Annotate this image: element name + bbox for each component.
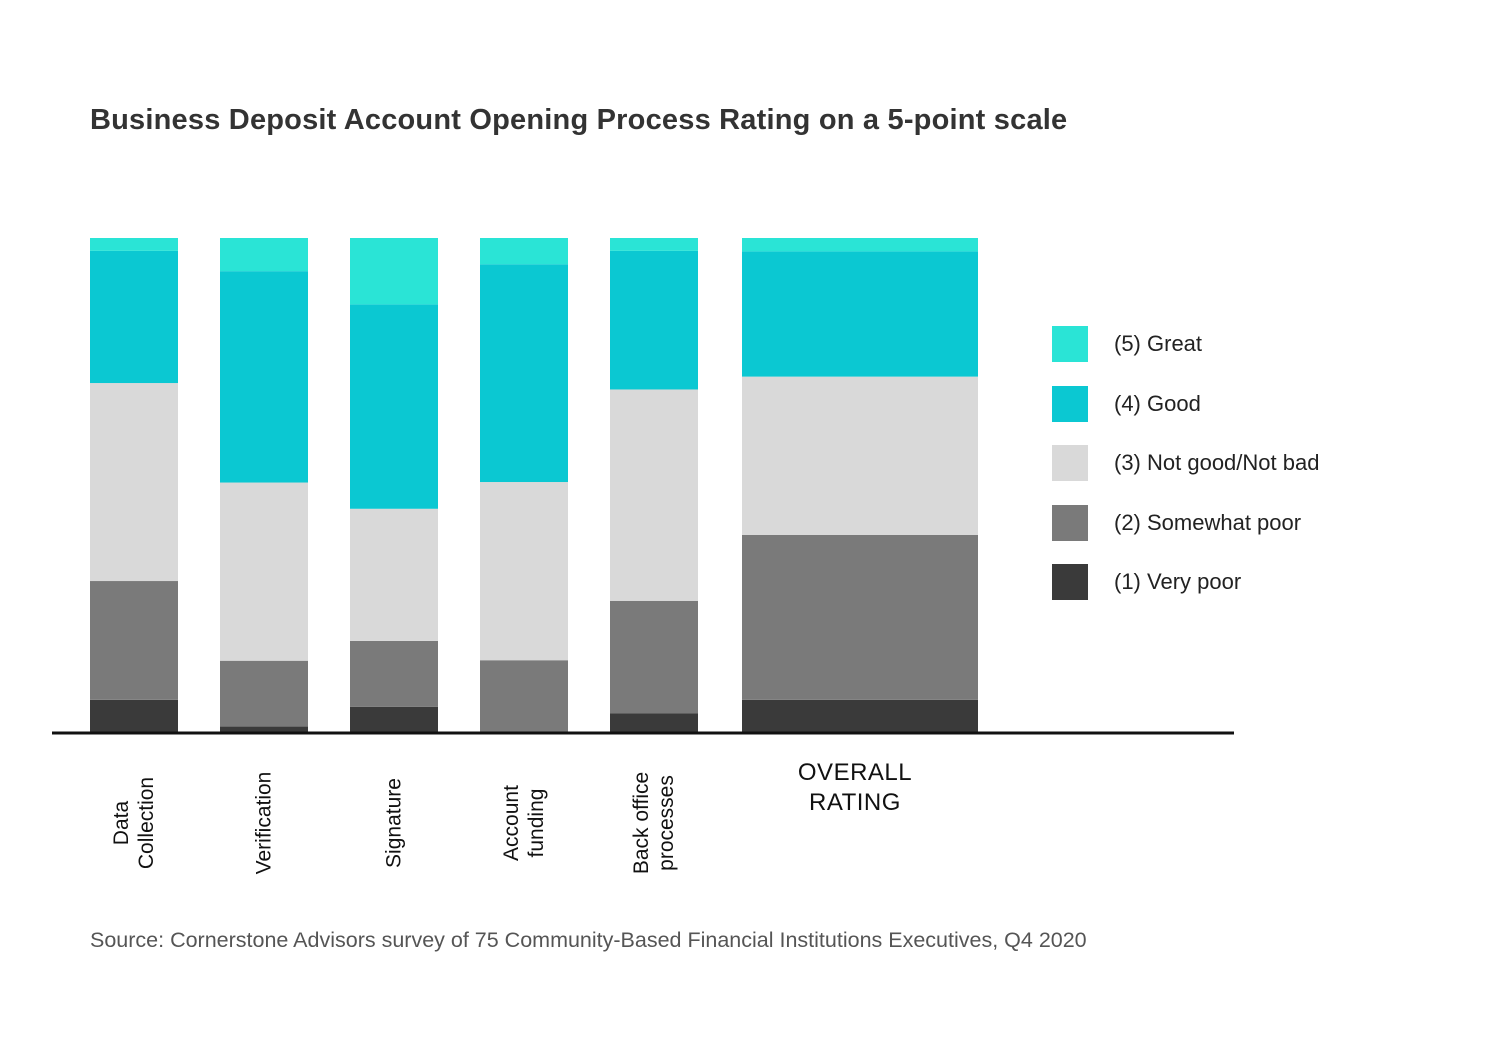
bar-segment-1-0 <box>220 726 308 733</box>
bar-segment-4-0 <box>610 713 698 733</box>
legend-item: (1) Very poor <box>1052 564 1452 600</box>
legend-swatch <box>1052 326 1088 362</box>
legend-item: (2) Somewhat poor <box>1052 504 1452 541</box>
x-tick-label-line: Verification <box>252 771 276 875</box>
bar-segment-1-4 <box>220 238 308 272</box>
x-tick-label-line: Collection <box>135 776 158 870</box>
legend-label: (5) Great <box>1114 331 1203 356</box>
bar-segment-2-1 <box>350 640 438 707</box>
x-tick-label-line: Back office <box>630 771 653 875</box>
x-tick-label-5: OVERALL RATING <box>798 758 912 818</box>
legend-swatch <box>1052 445 1088 481</box>
bar-segment-5-4 <box>742 238 978 252</box>
bar-segment-0-3 <box>90 250 178 384</box>
x-tick-label-0: Data Collection <box>109 777 159 869</box>
bar-segment-2-2 <box>350 508 438 641</box>
chart-title: Business Deposit Account Opening Process… <box>90 104 1068 136</box>
x-tick-label-line: funding <box>525 788 548 858</box>
bar-segment-5-1 <box>742 535 978 700</box>
bars-group <box>90 238 978 733</box>
bar-segment-0-2 <box>90 383 178 582</box>
bar-segment-4-1 <box>610 600 698 714</box>
bar-segment-1-3 <box>220 271 308 483</box>
legend-label: (2) Somewhat poor <box>1114 509 1302 535</box>
bar-segment-0-4 <box>90 238 178 251</box>
bar-segment-5-0 <box>742 699 978 733</box>
x-tick-label-line: Account <box>500 785 523 861</box>
x-tick-label-2: Signature <box>382 778 407 868</box>
bar-segment-2-4 <box>350 238 438 305</box>
x-tick-label-1: Verification <box>252 772 277 875</box>
bar-segment-1-1 <box>220 660 308 727</box>
bar-segment-3-4 <box>480 238 568 265</box>
bar-segment-4-4 <box>610 238 698 251</box>
x-tick-label-line: processes <box>655 775 678 871</box>
x-tick-label-4: Back office processes <box>629 772 679 874</box>
legend-item: (5) Great <box>1052 326 1452 362</box>
bar-segment-3-3 <box>480 264 568 483</box>
legend-label: (3) Not good/Not bad <box>1114 450 1320 475</box>
bar-segment-4-2 <box>610 389 698 601</box>
bar-segment-1-2 <box>220 482 308 661</box>
bar-segment-5-2 <box>742 376 978 535</box>
legend-swatch <box>1052 385 1088 422</box>
legend-swatch <box>1052 564 1088 600</box>
bar-segment-4-3 <box>610 250 698 390</box>
bar-segment-0-1 <box>90 581 178 700</box>
legend-label: (4) Good <box>1114 390 1201 416</box>
bar-segment-2-0 <box>350 706 438 733</box>
x-tick-label-line: Data <box>110 800 133 846</box>
legend-item: (3) Not good/Not bad <box>1052 445 1452 481</box>
x-tick-label-line: OVERALL <box>797 759 913 786</box>
legend-swatch <box>1052 504 1088 541</box>
bar-segment-3-2 <box>480 482 568 661</box>
chart-source-note: Source: Cornerstone Advisors survey of 7… <box>90 928 1087 952</box>
bar-segment-2-3 <box>350 304 438 509</box>
bar-segment-3-1 <box>480 660 568 733</box>
x-tick-label-line: Signature <box>382 778 406 868</box>
legend-item: (4) Good <box>1052 385 1452 422</box>
legend-label: (1) Very poor <box>1114 569 1242 594</box>
bar-segment-0-0 <box>90 699 178 733</box>
x-tick-label-3: Account funding <box>499 785 549 861</box>
x-tick-label-line: RATING <box>809 789 901 816</box>
bar-segment-5-3 <box>742 251 978 377</box>
